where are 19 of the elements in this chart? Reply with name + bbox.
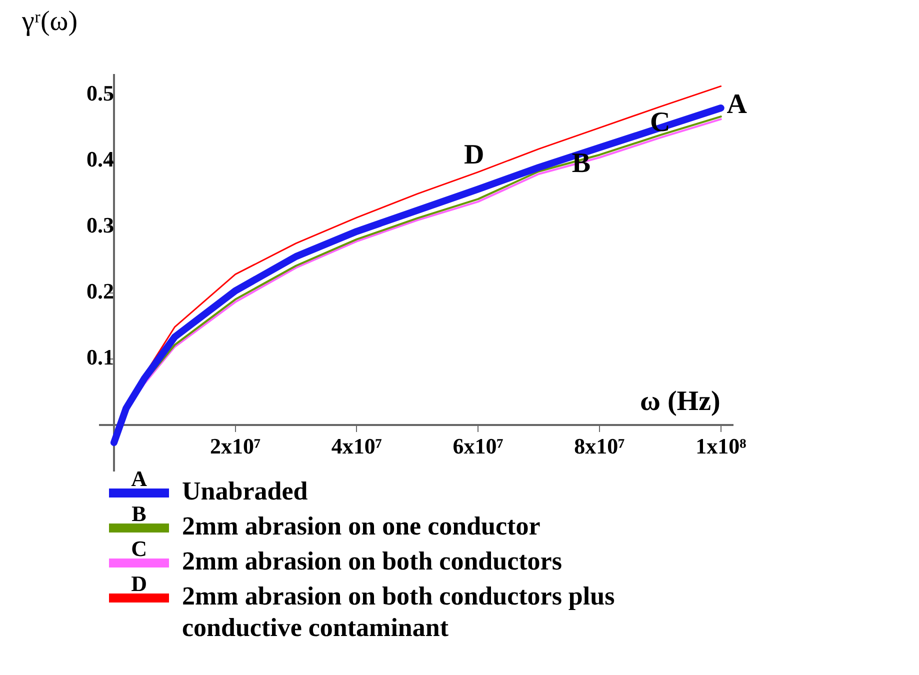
x-tick-label: 2x10⁷ [210,434,262,459]
y-axis-title: γʳ(ω) [22,6,78,38]
legend-label: Unabraded [182,476,308,506]
x-tick-label: 1x10⁸ [696,434,747,459]
legend-label: 2mm abrasion on both conductors [182,546,562,576]
annotation: D [464,139,484,170]
x-axis-title: ω (Hz) [640,386,720,418]
annotation: A [726,89,748,120]
text: C [131,536,147,561]
text: D [131,571,147,596]
x-tick-label: 6x10⁷ [452,434,504,459]
text: A [131,466,147,491]
text: B [132,501,146,526]
y-tick-label: 0.1 [86,344,114,370]
legend-label: 2mm abrasion on both conductors plus conductive contaminant [182,582,615,642]
x-tick-label: 8x10⁷ [574,434,626,459]
legend-label: 2mm abrasion on one conductor [182,512,540,541]
y-tick-label: 0.2 [86,278,114,304]
x-tick-label: 4x10⁷ [331,434,382,459]
